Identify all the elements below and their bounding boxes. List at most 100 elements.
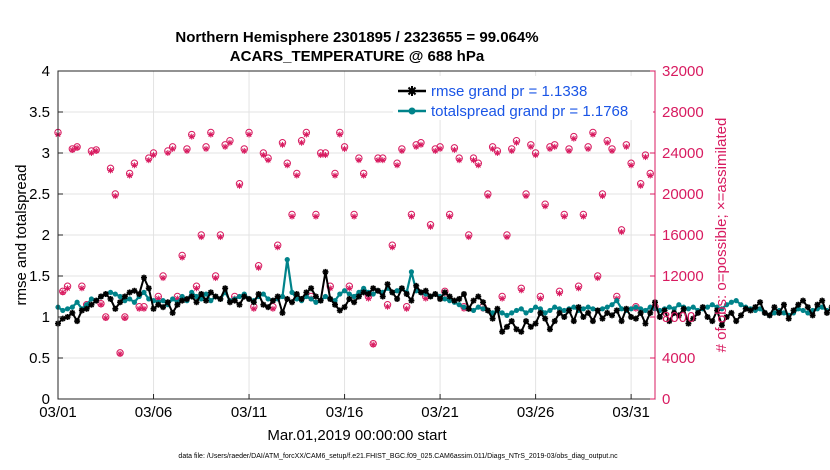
totalspread-point [676,302,682,308]
x-axis-label: Mar.01,2019 00:00:00 start [267,427,447,444]
rmse-point [480,299,487,306]
rmse-point [537,309,544,316]
totalspread-point [160,298,166,304]
obs-assimilated-point [561,213,568,220]
rmse-point [800,297,807,304]
rmse-point [131,287,138,294]
rmse-point [613,307,620,314]
rmse-point [102,291,109,298]
totalspread-point [442,296,448,302]
obs-assimilated-point [432,147,439,154]
rmse-point [226,299,233,306]
rmse-point [580,314,587,320]
rmse-point [465,305,472,312]
totalspread-point [533,304,539,310]
rmse-point [193,299,200,306]
obs-assimilated-point [336,131,343,138]
y-right-tick-label: 0 [662,391,670,408]
rmse-point [508,318,515,325]
rmse-point [747,307,754,314]
rmse-point [308,285,315,292]
chart-title-line1: Northern Hemisphere 2301895 / 2323655 = … [175,29,538,46]
obs-assimilated-point [279,141,286,148]
y-right-tick-label: 24000 [662,145,704,162]
totalspread-point [552,304,558,310]
obs-assimilated-point [117,350,124,357]
obs-assimilated-point [403,305,410,312]
rmse-point [389,289,396,296]
x-tick-label: 03/21 [421,404,459,421]
totalspread-point [671,306,677,312]
rmse-point [523,318,530,325]
rmse-point [503,323,510,330]
totalspread-point [513,307,520,314]
obs-assimilated-point [169,145,176,152]
totalspread-point [64,306,71,312]
obs-assimilated-point [398,147,405,154]
totalspread-point [408,269,415,275]
x-tick-label: 03/06 [135,404,173,421]
rmse-point [207,289,214,296]
rmse-point [408,297,415,304]
obs-assimilated-point [131,162,138,169]
rmse-point [675,312,682,319]
rmse-point [398,285,405,292]
legend-rmse-label: rmse grand pr = 1.1338 [431,83,587,100]
rmse-point [217,295,224,302]
obs-assimilated-point [637,182,644,189]
obs-assimilated-point [241,147,248,154]
obs-assimilated-point [78,285,85,292]
rmse-point [274,293,281,300]
obs-assimilated-point [212,275,219,282]
rmse-point [819,297,826,304]
totalspread-point [504,312,510,318]
obs-assimilated-point [365,295,372,302]
obs-assimilated-point [589,131,596,138]
rmse-point [566,307,573,314]
rmse-point [427,293,434,300]
rmse-point [112,305,119,312]
obs-assimilated-point [293,172,300,179]
obs-assimilated-point [183,147,190,154]
totalspread-point [189,289,195,295]
y-right-tick-label: 20000 [662,186,704,203]
rmse-point [403,291,410,298]
legend: rmse grand pr = 1.1338 totalspread grand… [393,76,653,120]
totalspread-point [523,310,529,316]
totalspread-point [690,304,696,310]
rmse-point [265,304,272,311]
obs-assimilated-point [193,285,200,292]
rmse-point [97,293,104,300]
rmse-point [93,297,100,304]
rmse-point [671,309,678,316]
obs-assimilated-point [222,143,229,150]
obs-assimilated-point [370,341,377,348]
rmse-point [317,297,324,304]
obs-assimilated-point [97,301,104,308]
rmse-point [74,318,81,325]
rmse-point [198,291,205,298]
rmse-point [88,301,95,308]
obs-assimilated-point [236,182,243,189]
rmse-point [532,320,539,327]
obs-assimilated-point [604,139,611,146]
obs-assimilated-point [198,234,205,241]
rmse-point [484,307,491,314]
rmse-point [723,314,730,320]
obs-assimilated-point [417,141,424,148]
rmse-point [656,314,663,320]
rmse-point [260,301,267,308]
rmse-point [542,315,549,322]
totalspread-point [346,291,352,297]
totalspread-point [179,293,185,300]
obs-assimilated-point [599,193,606,200]
rmse-point [140,274,147,281]
rmse-point [332,301,339,308]
y-left-tick-label: 2.5 [29,186,50,203]
rmse-point [823,309,830,316]
obs-assimilated-point [475,162,482,169]
obs-assimilated-point [217,234,224,241]
rmse-point [628,314,635,320]
